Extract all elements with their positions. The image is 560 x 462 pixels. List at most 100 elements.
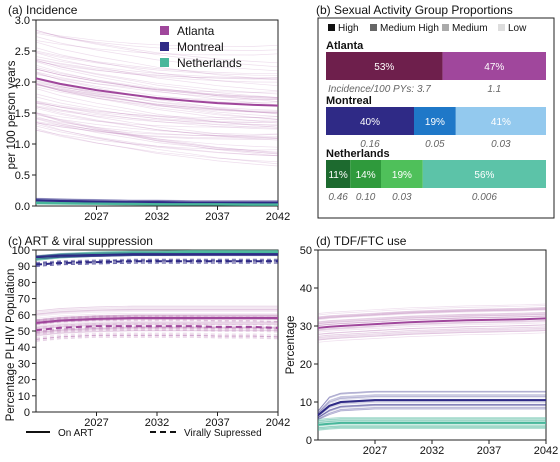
x-tick-label: 2027 — [363, 445, 387, 457]
y-tick-label: 0.0 — [15, 201, 30, 213]
ensemble-line-atlanta-art — [35, 320, 278, 327]
y-tick-label: 0 — [24, 407, 30, 419]
x-tick-label: 2037 — [477, 445, 501, 457]
ensemble-line-atlanta — [35, 86, 279, 113]
ensemble-line-atlanta-vs — [35, 327, 279, 333]
ensemble-line-atlanta — [317, 308, 547, 319]
series-atlanta-virally-supressed — [35, 325, 279, 332]
incidence-label: Incidence/100 PYs: 3.7 — [328, 84, 431, 95]
legend-swatch-medium — [442, 24, 449, 31]
bar-segment-label: 56% — [474, 170, 494, 181]
ensemble-line-montreal — [317, 390, 546, 412]
bar-segment-label: 11% — [328, 170, 347, 181]
y-tick-label: 1.5 — [15, 108, 30, 120]
bar-segment-label: 19% — [392, 170, 412, 181]
ensemble-line-atlanta — [317, 315, 547, 326]
panel-c-ylabel: Percentage PLHIV Population — [5, 269, 17, 422]
ensemble-line-netherlands — [35, 203, 278, 206]
ensemble-line-montreal — [317, 407, 546, 420]
x-tick-label: 2042 — [266, 211, 290, 223]
legend-swatch-high — [328, 24, 335, 31]
ensemble-line-atlanta — [317, 328, 547, 339]
ensemble-line-netherlands — [317, 420, 546, 424]
ensemble-line-atlanta-art — [35, 323, 278, 330]
ensemble-line-montreal-art — [35, 255, 278, 260]
ensemble-line-netherlands — [317, 420, 546, 423]
panel-b-frame — [317, 17, 555, 219]
ensemble-line-atlanta — [35, 78, 279, 114]
ensemble-line-atlanta — [317, 313, 547, 324]
ensemble-line-montreal-vs — [35, 262, 278, 267]
ensemble-line-atlanta — [35, 129, 279, 151]
ensemble-line-atlanta — [35, 72, 279, 115]
ensemble-line-netherlands — [317, 426, 546, 430]
panel-a-incidence: 2027 2032 2037 2042 0.0 0.5 1.0 1.5 2.0 2.5 3.0 — [15, 15, 291, 223]
ensemble-line-montreal — [317, 391, 546, 412]
bar-segment-label: 14% — [356, 170, 376, 181]
ensemble-line-netherlands — [317, 425, 546, 428]
ensemble-line-atlanta — [35, 122, 279, 139]
x-tick-label: 2027 — [84, 417, 108, 429]
y-tick-label: 0 — [306, 435, 312, 447]
series-netherlands — [317, 421, 546, 426]
ensemble-line-atlanta-vs — [35, 330, 279, 336]
incidence-label: 0.03 — [392, 192, 412, 203]
ensemble-line-netherlands-art — [35, 249, 278, 257]
y-tick-label: 1.0 — [15, 139, 30, 151]
ensemble-line-atlanta-vs — [35, 335, 279, 340]
ensemble-line-atlanta-art — [35, 322, 278, 328]
ensemble-line-netherlands — [317, 424, 546, 427]
y-tick-label: 30 — [18, 358, 30, 370]
ensemble-line-montreal — [317, 394, 546, 414]
ensemble-line-atlanta — [317, 329, 547, 340]
ensemble-line-atlanta — [35, 102, 279, 139]
ensemble-line-atlanta — [317, 309, 547, 320]
series-montreal-on-art — [35, 253, 278, 259]
ensemble-line-netherlands-art — [35, 250, 278, 258]
ensemble-line-atlanta-vs — [35, 330, 279, 335]
ensemble-line-atlanta-art — [35, 306, 278, 313]
series-montreal-virally-supressed — [35, 260, 278, 266]
ensemble-line-atlanta-art — [35, 312, 278, 319]
plot-frame — [317, 249, 547, 441]
ensemble-line-montreal — [317, 405, 546, 419]
ensemble-line-atlanta-vs — [35, 329, 279, 335]
ensemble-line-netherlands — [317, 425, 546, 429]
ensemble-line-atlanta — [317, 314, 547, 325]
legend-b: High Medium High Medium Low — [328, 23, 527, 34]
panel-a-ylabel: per 100 person years — [6, 60, 18, 169]
x-tick-label: 2032 — [145, 211, 169, 223]
ensemble-line-montreal-art — [35, 255, 278, 260]
ensemble-line-atlanta — [317, 312, 547, 323]
ensemble-line-montreal-vs — [35, 258, 278, 263]
x-tick-label: 2042 — [534, 445, 558, 457]
ensemble-line-atlanta — [317, 316, 547, 327]
ensemble-line-atlanta — [317, 307, 547, 318]
ensemble-line-atlanta — [35, 80, 279, 111]
ensemble-line-atlanta — [35, 29, 279, 64]
ensemble-line-netherlands — [317, 420, 546, 424]
ensemble-line-netherlands — [317, 417, 546, 420]
panel-d-tdf: 2027 2032 2037 2042 0 10 20 30 40 50 — [300, 245, 558, 457]
legend-atlanta: Atlanta — [177, 24, 215, 38]
ensemble-line-netherlands — [317, 419, 546, 423]
ensemble-line-netherlands-art — [35, 250, 278, 257]
ensemble-line-atlanta — [35, 83, 279, 112]
y-tick-label: 50 — [300, 245, 312, 257]
series-montreal — [35, 199, 278, 204]
ensemble-line-atlanta — [35, 113, 279, 157]
ensemble-line-atlanta — [35, 56, 279, 79]
ensemble-line-atlanta-vs — [35, 320, 279, 326]
bar-segment-label: 41% — [491, 117, 511, 128]
legend-swatch-low — [498, 24, 505, 31]
ensemble-line-atlanta — [35, 116, 279, 153]
legend-medium: Medium — [452, 23, 488, 34]
ensemble-line-atlanta-vs — [35, 334, 279, 340]
ensemble-line-atlanta — [35, 29, 279, 68]
ensemble-line-atlanta-vs — [35, 332, 279, 338]
ensemble-line-netherlands — [317, 427, 546, 431]
ensemble-line-atlanta — [35, 117, 279, 148]
bar-segment — [455, 107, 546, 135]
y-tick-label: 20 — [18, 375, 30, 387]
ensemble-line-atlanta — [35, 40, 279, 56]
